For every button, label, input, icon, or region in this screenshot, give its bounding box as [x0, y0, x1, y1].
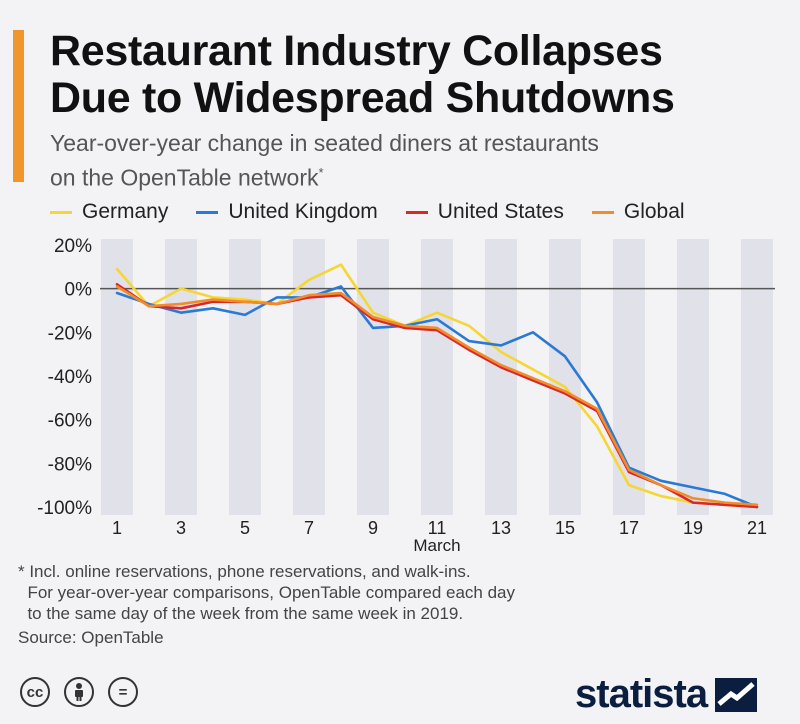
- x-tick-label: 19: [683, 518, 703, 538]
- legend-label: United States: [437, 200, 564, 223]
- x-tick-label: 9: [368, 518, 378, 538]
- line-chart: 20%0%-20%-40%-60%-80%-100%1 3 5 7 9 11 13 15 17 1…: [37, 236, 775, 555]
- license-icons: cc =: [20, 677, 152, 707]
- y-tick-label: -60%: [48, 411, 92, 432]
- footnote-line-3: to the same day of the week from the sam…: [18, 604, 464, 623]
- grid-band: [677, 239, 709, 515]
- x-tick-label: 17: [619, 518, 639, 538]
- chart-title-line-2: Due to Widespread Shutdowns: [50, 74, 675, 122]
- title-accent-bar: [13, 30, 24, 182]
- x-tick-label: 7: [304, 518, 314, 538]
- x-tick-label: 13: [491, 518, 511, 538]
- y-tick-label: -40%: [48, 367, 92, 388]
- x-tick-label: 1: [112, 518, 122, 538]
- grid-band: [357, 239, 389, 515]
- x-tick-label: 21: [747, 518, 767, 538]
- brand-name: statista: [575, 672, 708, 716]
- footnote-line-2: For year-over-year comparisons, OpenTabl…: [18, 583, 516, 602]
- chart-subtitle-line-1: Year-over-year change in seated diners a…: [50, 130, 599, 156]
- x-tick-label: 11: [428, 518, 447, 538]
- footnote: * Incl. online reservations, phone reser…: [18, 561, 738, 624]
- grid-band: [421, 239, 453, 515]
- statista-mark-icon: [715, 677, 758, 712]
- legend-item-united-kingdom: United Kingdom: [196, 200, 378, 224]
- series-line-germany: [115, 263, 759, 509]
- legend-item-united-states: United States: [405, 200, 564, 224]
- y-tick-label: -80%: [48, 454, 92, 475]
- legend-label: Global: [623, 200, 685, 223]
- person-glyph: [75, 683, 83, 701]
- legend-item-germany: Germany: [50, 200, 168, 224]
- source-note: Source: OpenTable: [18, 628, 164, 647]
- equals-icon[interactable]: =: [108, 677, 138, 707]
- chart-title-line-1: Restaurant Industry Collapses: [50, 27, 663, 75]
- y-tick-label: 20%: [54, 236, 92, 257]
- grid-band: [485, 239, 517, 515]
- legend-item-global: Global: [591, 200, 685, 224]
- legend-swatch: [405, 210, 428, 214]
- person-icon[interactable]: [64, 677, 94, 707]
- grid-band: [293, 239, 325, 515]
- series-line-global: [115, 285, 759, 507]
- legend-swatch: [50, 210, 72, 214]
- grid-band: [229, 239, 261, 515]
- grid-band: [549, 239, 581, 515]
- chart-legend: Germany United Kingdom United States Global: [50, 200, 713, 224]
- chart-subtitle: Year-over-year change in seated diners a…: [50, 128, 770, 193]
- footnote-marker: *: [318, 165, 324, 180]
- footnote-line-1: * Incl. online reservations, phone reser…: [18, 562, 471, 581]
- grid-band: [741, 239, 773, 515]
- x-tick-label: 15: [555, 518, 575, 538]
- chart-subtitle-line-2: on the OpenTable network*: [50, 158, 770, 193]
- cc-icon[interactable]: cc: [20, 677, 50, 707]
- grid-band: [165, 239, 197, 515]
- chart-title: Restaurant Industry Collapses Due to Wid…: [50, 28, 790, 122]
- legend-label: Germany: [82, 200, 169, 223]
- x-axis-label: March: [413, 536, 460, 555]
- y-tick-label: 0%: [65, 280, 93, 301]
- legend-swatch: [591, 210, 614, 214]
- statista-logo[interactable]: statista: [575, 672, 758, 717]
- y-tick-label: -100%: [37, 498, 92, 519]
- legend-label: United Kingdom: [228, 200, 378, 223]
- chart-subtitle-line-2-text: on the OpenTable network: [50, 164, 319, 191]
- legend-swatch: [196, 210, 219, 214]
- series-line-united-kingdom: [115, 285, 759, 509]
- y-tick-label: -20%: [48, 323, 92, 344]
- x-tick-label: 5: [240, 518, 250, 538]
- x-tick-label: 3: [176, 518, 186, 538]
